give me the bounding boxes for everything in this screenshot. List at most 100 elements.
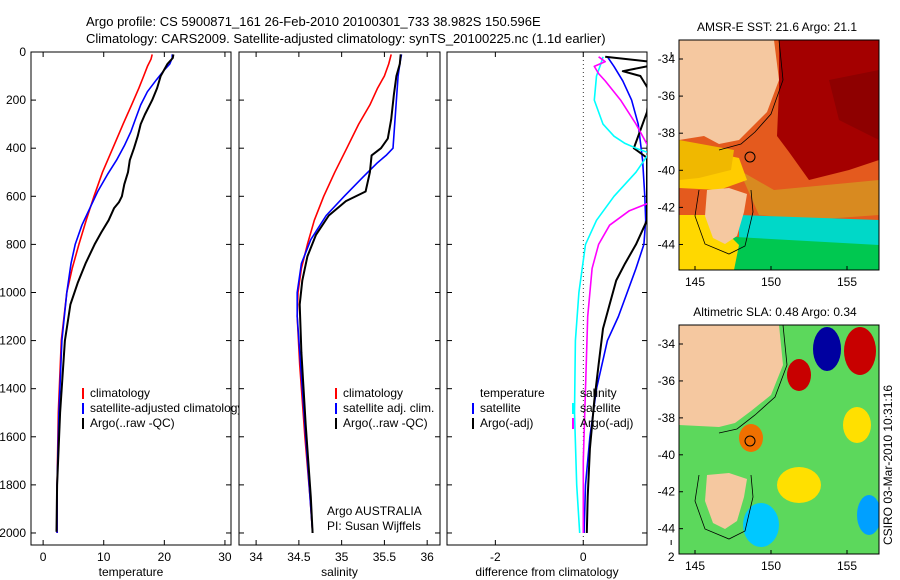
sst-map-title: AMSR-E SST: 21.6 Argo: 21.1 <box>697 20 857 34</box>
difference-series-satellite-2 <box>573 56 647 534</box>
salinity-x-tick-label: 35.5 <box>373 550 397 564</box>
salinity-legend-label: Argo(..raw -QC) <box>343 416 428 430</box>
map-lat-tick-label: -36 <box>658 89 676 103</box>
sla-blue-blob-1 <box>857 495 879 535</box>
map-lat-tick-label: -38 <box>658 126 676 140</box>
salinity-x-tick-label: 35 <box>335 550 349 564</box>
map-lon-tick-label: 150 <box>761 559 781 573</box>
sst-float-marker <box>744 151 756 163</box>
temperature-y-tick-label: 1800 <box>0 478 26 492</box>
sst-tasmania-contour <box>694 189 754 255</box>
salinity-plot-frame <box>238 51 441 546</box>
sla-yellow-blob-2 <box>777 467 821 503</box>
sla-mainland <box>679 325 783 427</box>
temperature-y-tick-label: 1400 <box>0 382 26 396</box>
difference-x-tick-label: -2 <box>490 550 501 564</box>
salinity-x-axis-label: salinity <box>321 565 358 579</box>
salinity-x-tick-label: 34.5 <box>287 550 311 564</box>
difference-series-argo-adj-1 <box>585 55 647 534</box>
difference-x-tick-label: 2 <box>668 550 675 564</box>
map-lat-tick-label: -34 <box>658 52 676 66</box>
salinity-series-satellite-adj-clim-1 <box>296 54 403 534</box>
temperature-y-tick-label: 0 <box>19 45 26 59</box>
salinity-x-tick-label: 36 <box>420 550 434 564</box>
map-lat-tick-label: -36 <box>658 374 676 388</box>
temperature-y-tick-label: 1600 <box>0 430 26 444</box>
sst-map-area <box>679 40 879 270</box>
temperature-x-tick-label: 0 <box>40 550 47 564</box>
temperature-legend-label: climatology <box>90 386 150 400</box>
map-lon-tick-label: 145 <box>685 275 705 289</box>
sst-map-frame <box>678 39 880 271</box>
temperature-panel: 0 10 20 30 0 200 400 600 800 1000 1200 1400 1600 1800… <box>0 45 243 579</box>
salinity-x-tick-label: 34 <box>249 550 263 564</box>
sla-blue-blob-2 <box>743 503 779 547</box>
temperature-x-tick-label: 30 <box>218 550 232 564</box>
sla-yellow-blob-1 <box>843 407 871 443</box>
side-timestamp: CSIRO 03-Mar-2010 10:31:16 <box>881 385 895 545</box>
difference-legend-label: Argo(-adj) <box>480 416 533 430</box>
temperature-legend-label: Argo(..raw -QC) <box>90 416 175 430</box>
temperature-series-argo-raw-qc-2 <box>55 54 175 532</box>
sst-warm-region <box>777 40 879 180</box>
sst-mainland <box>679 40 779 144</box>
difference-legend-label: satellite <box>480 401 521 415</box>
sla-float-marker <box>744 435 756 447</box>
map-lat-tick-label: -38 <box>658 411 676 425</box>
sst-mid-band <box>739 170 879 220</box>
map-lat-tick-label: -34 <box>658 337 676 351</box>
map-lat-tick-label: -40 <box>658 163 676 177</box>
temperature-plot-frame <box>30 51 232 546</box>
map-lat-tick-label: -42 <box>658 485 676 499</box>
sla-map-area <box>679 325 879 554</box>
header-line-2: Climatology: CARS2009. Satellite-adjuste… <box>86 31 606 46</box>
sla-high-eddy-3 <box>739 424 763 452</box>
difference-plot-frame <box>446 51 648 546</box>
sla-map-frame <box>678 324 880 555</box>
temperature-legend-label: satellite-adjusted climatology <box>90 401 243 415</box>
sla-map-title: Altimetric SLA: 0.48 Argo: 0.34 <box>693 305 857 319</box>
sla-low-eddy-1 <box>813 327 841 371</box>
sst-warm-core <box>829 70 879 140</box>
temperature-y-tick-label: 2000 <box>0 526 26 540</box>
difference-panel: -2 0 2 difference from climatology temperatu… <box>446 51 675 579</box>
map-lon-tick-label: 150 <box>761 275 781 289</box>
temperature-x-axis-label: temperature <box>99 565 164 579</box>
difference-legend-label: satellite <box>580 401 621 415</box>
difference-series-argo-adj-3 <box>582 56 647 533</box>
sla-high-eddy-1 <box>844 327 876 375</box>
map-lat-tick-label: -44 <box>658 522 676 536</box>
temperature-y-tick-label: 600 <box>6 189 26 203</box>
difference-legend-heading: temperature <box>480 386 545 400</box>
sla-shelf-contour <box>718 325 788 434</box>
temperature-y-tick-label: 400 <box>6 141 26 155</box>
salinity-series-argo-raw-qc-2 <box>298 54 402 534</box>
salinity-series-climatology-0 <box>296 54 392 534</box>
sst-tasmania <box>705 188 747 244</box>
map-lat-tick-label: -44 <box>658 237 676 251</box>
sst-map: AMSR-E SST: 21.6 Argo: 21.1 -34 -36 -38 -40… <box>658 20 880 289</box>
sla-map: Altimetric SLA: 0.48 Argo: 0.34 -34 -36 -3… <box>658 305 880 573</box>
map-lon-tick-label: 145 <box>685 559 705 573</box>
temperature-y-tick-label: 800 <box>6 237 26 251</box>
temperature-x-tick-label: 20 <box>158 550 172 564</box>
temperature-x-tick-label: 10 <box>97 550 111 564</box>
salinity-legend-label: climatology <box>343 386 403 400</box>
difference-x-tick-label: 0 <box>580 550 587 564</box>
sst-colder-band <box>699 235 879 270</box>
salinity-annotation-line: Argo AUSTRALIA <box>327 504 422 518</box>
difference-x-axis-label: difference from climatology <box>475 565 618 579</box>
sla-tasmania <box>705 473 747 529</box>
header-line-1: Argo profile: CS 5900871_161 26-Feb-2010… <box>86 14 541 29</box>
salinity-panel: 34 34.5 35 35.5 36 salinity climatologysatelli… <box>238 51 441 579</box>
temperature-y-tick-label: 200 <box>6 93 26 107</box>
map-lon-tick-label: 155 <box>837 559 857 573</box>
sla-high-eddy-2 <box>787 359 811 391</box>
salinity-legend-label: satellite adj. clim. <box>343 401 434 415</box>
temperature-y-tick-label: 1000 <box>0 285 26 299</box>
map-lat-tick-label: -42 <box>658 200 676 214</box>
difference-legend-label: Argo(-adj) <box>580 416 633 430</box>
sst-southwest-warm <box>679 215 739 270</box>
difference-legend-heading: salinity <box>580 386 617 400</box>
